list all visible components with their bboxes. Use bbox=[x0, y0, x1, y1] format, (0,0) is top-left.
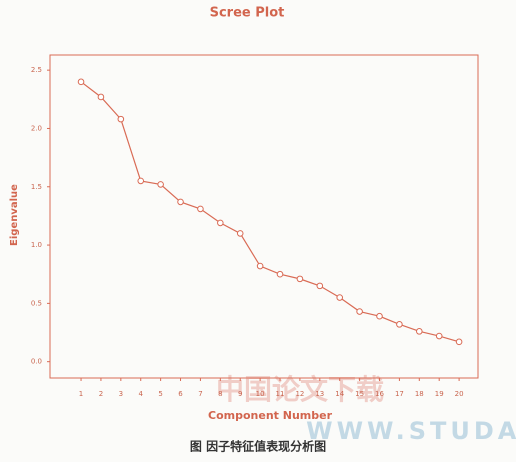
x-tick-label: 7 bbox=[198, 390, 202, 398]
x-tick-label: 15 bbox=[355, 390, 364, 398]
data-point bbox=[396, 321, 403, 328]
data-point bbox=[97, 93, 105, 101]
data-point bbox=[77, 78, 85, 86]
data-point bbox=[177, 198, 184, 206]
data-point bbox=[416, 328, 423, 335]
y-tick-label: 1.0 bbox=[31, 241, 42, 249]
x-tick-label: 17 bbox=[395, 390, 404, 398]
data-point bbox=[455, 338, 463, 346]
y-tick-label: 2.5 bbox=[31, 66, 42, 74]
y-axis-label: Eigenvalue bbox=[9, 184, 20, 246]
y-tick-label: 0.0 bbox=[31, 358, 42, 366]
x-tick-label: 5 bbox=[158, 390, 162, 398]
x-tick-label: 10 bbox=[256, 390, 265, 398]
data-point bbox=[376, 312, 383, 320]
data-point bbox=[296, 275, 304, 283]
x-tick-label: 20 bbox=[455, 390, 464, 398]
data-line bbox=[80, 81, 460, 343]
x-tick-label: 4 bbox=[138, 390, 143, 398]
x-tick-label: 13 bbox=[315, 390, 324, 398]
y-tick-label: 2.0 bbox=[31, 124, 42, 132]
data-point bbox=[316, 282, 324, 290]
x-tick-label: 11 bbox=[276, 390, 285, 398]
x-axis-label: Component Number bbox=[208, 409, 333, 422]
y-tick-label: 1.5 bbox=[31, 183, 42, 191]
x-tick-label: 12 bbox=[295, 390, 304, 398]
y-tick-label: 0.5 bbox=[31, 299, 42, 307]
x-tick-label: 18 bbox=[415, 390, 424, 398]
x-tick-label: 6 bbox=[178, 390, 183, 398]
data-point bbox=[217, 219, 224, 227]
data-point bbox=[336, 294, 344, 301]
watermark: WWW.STUDA. bbox=[306, 417, 516, 445]
x-tick-label: 9 bbox=[238, 390, 242, 398]
data-point bbox=[276, 270, 284, 278]
data-point bbox=[197, 205, 204, 213]
plot-frame bbox=[49, 54, 479, 379]
data-point bbox=[157, 181, 164, 188]
x-tick-label: 19 bbox=[435, 390, 444, 398]
x-tick-label: 8 bbox=[218, 390, 222, 398]
data-point bbox=[117, 115, 125, 123]
chart-title: Scree Plot bbox=[210, 6, 285, 21]
x-tick-label: 14 bbox=[335, 390, 344, 398]
data-point bbox=[356, 308, 363, 315]
caption: 图 因子特征值表现分析图 bbox=[190, 439, 326, 454]
x-tick-label: 2 bbox=[99, 390, 103, 398]
x-tick-label: 3 bbox=[119, 390, 123, 398]
data-point bbox=[236, 230, 244, 237]
x-tick-label: 16 bbox=[375, 390, 384, 398]
x-tick-label: 1 bbox=[79, 390, 83, 398]
data-point bbox=[256, 262, 264, 270]
data-point bbox=[435, 332, 443, 340]
data-point bbox=[137, 177, 145, 185]
